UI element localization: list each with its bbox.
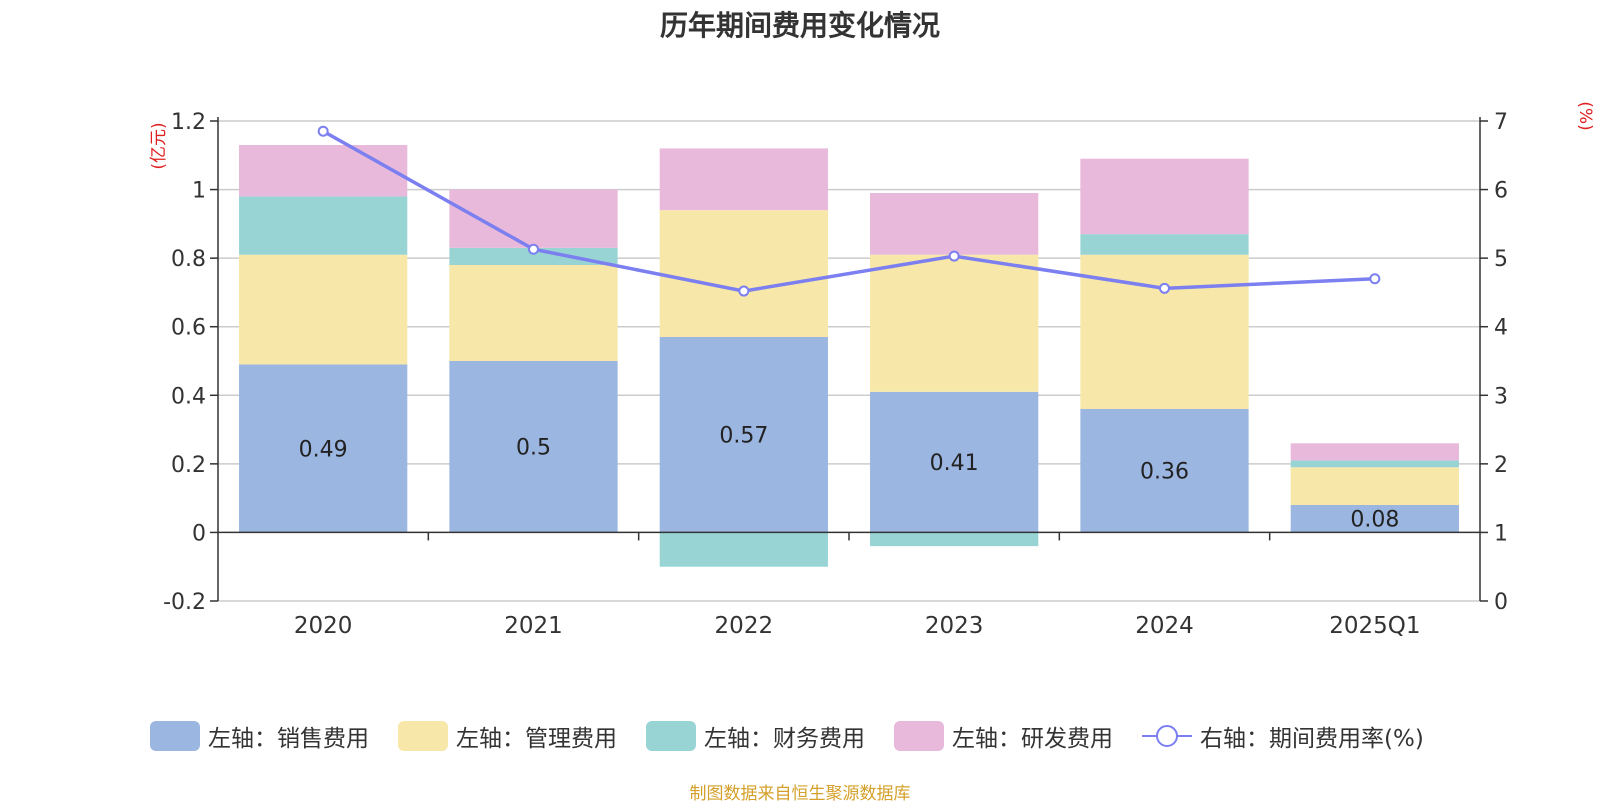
right-axis-tick-label: 4: [1494, 316, 1508, 341]
expense-rate-point: [1159, 282, 1170, 294]
bar-segment: [1290, 443, 1459, 461]
data-label: 0.57: [719, 424, 768, 449]
bar-segment: [659, 148, 828, 211]
expense-rate-point: [317, 125, 329, 137]
left-axis-tick-label: 1: [192, 179, 206, 204]
bar-segment: [449, 247, 618, 265]
bar-layer: [239, 145, 1459, 567]
expense-rate-point: [1369, 273, 1381, 285]
legend-item-expense-rate[interactable]: 右轴：期间费用率(%): [1142, 718, 1424, 754]
bar-segment: [870, 193, 1039, 255]
legend-label-admin: 左轴：管理费用: [456, 726, 617, 752]
grid-lines: [218, 120, 1480, 602]
bar-segment: [239, 364, 408, 533]
bar-segment: [449, 265, 618, 361]
legend-item-rd[interactable]: 左轴：研发费用: [894, 718, 1113, 754]
x-axis-category-label: 2022: [715, 613, 774, 639]
data-label: 0.5: [516, 436, 551, 461]
bar-segment: [1290, 505, 1459, 533]
bar-segment: [239, 196, 408, 255]
data-label: 0.08: [1350, 508, 1399, 533]
expense-rate-point: [738, 285, 750, 297]
legend-label-expense-rate: 右轴：期间费用率(%): [1200, 726, 1424, 752]
bar-segment: [659, 337, 828, 533]
x-axis-category-label: 2025Q1: [1329, 613, 1420, 639]
left-axis-tick-label: 0.6: [171, 316, 206, 341]
legend-item-sales[interactable]: 左轴：销售费用: [150, 718, 369, 754]
left-axis-tick-label: -0.2: [163, 590, 206, 615]
bar-segment: [1290, 460, 1459, 468]
expense-rate-point: [948, 250, 960, 262]
legend-label-sales: 左轴：销售费用: [208, 726, 369, 752]
data-labels: 0.49 0.5 0.57 0.41 0.36 0.08: [299, 424, 1400, 533]
bar-segment: [659, 532, 828, 567]
right-axis-tick-label: 0: [1494, 590, 1508, 615]
left-axis-tick-label: 0.8: [171, 247, 206, 272]
axes: -0.2 0 0.2 0.4 0.6 0.8 1 1.2 0 1 2 3 4 5 6 7 2020 2021 202…: [149, 101, 1595, 639]
bar-segment: [239, 254, 408, 365]
x-axis-category-label: 2024: [1135, 613, 1194, 639]
right-axis-tick-label: 3: [1494, 384, 1508, 409]
x-axis-category-label: 2023: [925, 613, 984, 639]
bar-segment: [1080, 234, 1249, 255]
bar-segment: [870, 532, 1039, 547]
expense-rate-point: [528, 243, 539, 255]
data-source-note: 制图数据来自恒生聚源数据库: [689, 784, 911, 804]
legend-label-finance: 左轴：财务费用: [704, 726, 865, 752]
bar-segment: [1080, 409, 1249, 533]
legend-item-admin[interactable]: 左轴：管理费用: [398, 718, 617, 754]
expense-rate-line: [322, 129, 1375, 293]
bar-segment: [449, 361, 618, 533]
legend-swatch-finance: [646, 721, 696, 751]
bar-segment: [870, 391, 1039, 533]
right-axis-tick-label: 2: [1494, 453, 1508, 478]
legend-swatch-rd: [894, 721, 944, 751]
x-axis-category-label: 2020: [294, 613, 353, 639]
left-axis-tick-label: 0: [192, 521, 206, 546]
right-axis-tick-label: 1: [1494, 521, 1508, 546]
right-axis-unit-label: (%): [1575, 101, 1595, 130]
bar-segment: [1290, 467, 1459, 505]
legend: 左轴：销售费用 左轴：管理费用 左轴：财务费用 左轴：研发费用 右轴：期间费用率…: [0, 718, 1600, 754]
legend-label-rd: 左轴：研发费用: [952, 726, 1113, 752]
data-label: 0.41: [930, 451, 979, 476]
bar-segment: [1080, 158, 1249, 235]
left-axis-tick-label: 0.2: [171, 453, 206, 478]
bar-segment: [870, 254, 1039, 392]
legend-item-finance[interactable]: 左轴：财务费用: [646, 718, 865, 754]
legend-swatch-admin: [398, 721, 448, 751]
x-axis-category-label: 2021: [504, 613, 563, 639]
bar-segment: [449, 189, 618, 248]
left-axis-tick-label: 1.2: [171, 110, 206, 135]
data-label: 0.36: [1140, 460, 1189, 485]
line-layer: [317, 125, 1381, 297]
bar-segment: [659, 210, 828, 337]
bar-segment: [239, 145, 408, 197]
right-axis-tick-label: 5: [1494, 247, 1508, 272]
left-axis-tick-label: 0.4: [171, 384, 206, 409]
left-axis-unit-label: (亿元): [149, 122, 169, 169]
right-axis-tick-label: 7: [1494, 110, 1508, 135]
chart-title: 历年期间费用变化情况: [659, 9, 940, 42]
legend-swatch-sales: [150, 721, 200, 751]
right-axis-tick-label: 6: [1494, 179, 1508, 204]
data-label: 0.49: [299, 437, 348, 462]
legend-line-marker-icon: [1142, 721, 1192, 751]
